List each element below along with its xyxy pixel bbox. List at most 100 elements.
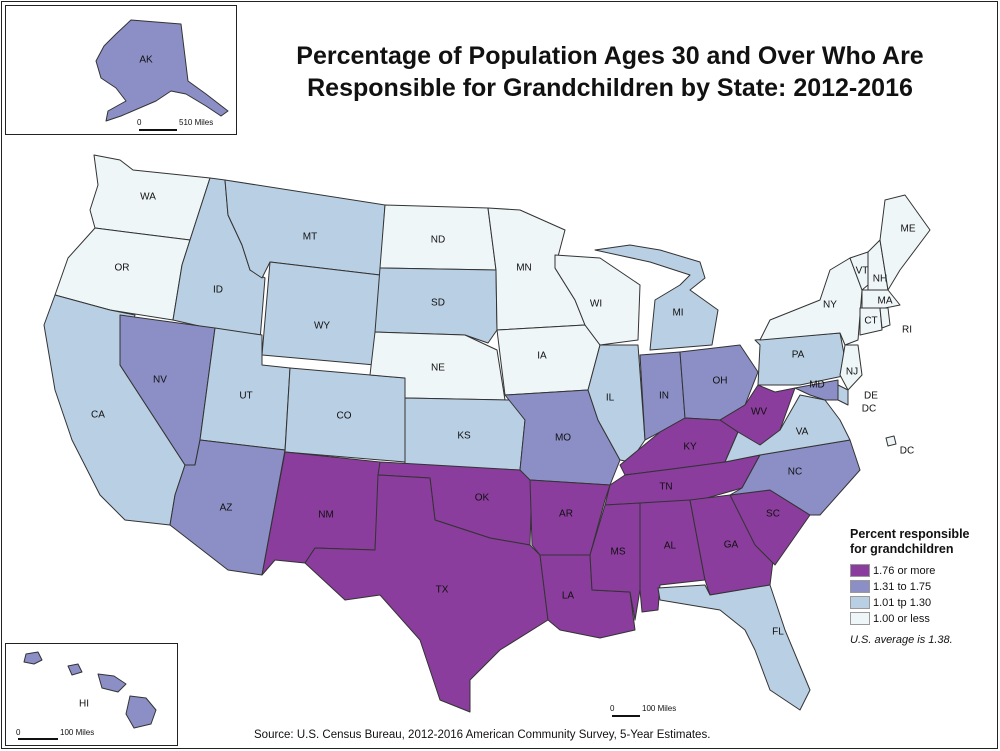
- hawaii-map: HI: [23, 651, 157, 729]
- state-label-PA: PA: [792, 350, 805, 361]
- state-MI: [594, 244, 719, 351]
- state-label-NC: NC: [788, 467, 802, 478]
- state-label-MN: MN: [516, 263, 532, 274]
- state-DC: [885, 435, 897, 447]
- state-label-SD: SD: [431, 298, 445, 309]
- state-NY: [759, 257, 863, 346]
- main-scale-zero: 0: [610, 704, 615, 713]
- state-label-AZ: AZ: [220, 503, 233, 514]
- state-label-AL: AL: [664, 541, 677, 552]
- states-layer: [43, 154, 931, 713]
- state-HI-niihau-kauai: [23, 651, 43, 665]
- state-label-TX: TX: [436, 585, 449, 596]
- state-label-NE: NE: [431, 363, 445, 374]
- hawaii-scale-zero: 0: [16, 728, 21, 737]
- state-label-IL: IL: [606, 393, 615, 404]
- legend-swatch: [850, 580, 870, 593]
- state-label-MS: MS: [611, 547, 626, 558]
- legend-item: 1.00 or less: [850, 611, 995, 626]
- state-FL: [657, 584, 811, 711]
- legend: Percent responsible for grandchildren 1.…: [850, 527, 995, 646]
- state-label-OH: OH: [713, 376, 728, 387]
- state-label-RI: RI: [902, 325, 912, 336]
- state-MT: [224, 179, 386, 279]
- map-title: Percentage of Population Ages 30 and Ove…: [296, 42, 924, 102]
- state-NJ: [839, 344, 863, 391]
- state-label-WY: WY: [314, 321, 330, 332]
- state-label-LA: LA: [562, 591, 575, 602]
- state-label-NJ: NJ: [846, 367, 858, 378]
- legend-label: 1.00 or less: [873, 612, 930, 625]
- legend-swatch: [850, 564, 870, 577]
- alaska-map: AK: [95, 19, 229, 122]
- state-label-HI: HI: [79, 699, 89, 710]
- legend-swatch: [850, 612, 870, 625]
- state-ME: [879, 194, 931, 291]
- alaska-scale-bar: 0 510 Miles: [137, 118, 239, 131]
- state-AK: [95, 19, 229, 122]
- state-MA: [861, 289, 901, 309]
- state-label-VA: VA: [796, 427, 809, 438]
- state-label-AK: AK: [139, 55, 153, 66]
- state-label-DE: DE: [864, 391, 878, 402]
- state-label-NY: NY: [823, 300, 837, 311]
- legend-title: Percent responsible for grandchildren: [850, 527, 970, 556]
- state-label-NV: NV: [153, 375, 167, 386]
- state-HI-molokai-maui: [97, 673, 127, 693]
- alaska-inset: AK 0 510 Miles: [5, 5, 237, 135]
- state-label-ID: ID: [213, 285, 223, 296]
- state-label-WA: WA: [140, 192, 156, 203]
- state-label-KY: KY: [683, 442, 697, 453]
- state-label-CT: CT: [864, 316, 877, 327]
- state-label-VT: VT: [856, 266, 869, 277]
- legend-swatch: [850, 596, 870, 609]
- state-label-MO: MO: [555, 433, 571, 444]
- state-label-CA: CA: [91, 410, 105, 421]
- state-label-OK: OK: [475, 493, 490, 504]
- state-label-WI: WI: [590, 299, 602, 310]
- alaska-scale-zero: 0: [137, 118, 142, 127]
- main-scale-label: 100 Miles: [642, 704, 677, 713]
- state-label-MA: MA: [878, 296, 893, 307]
- legend-label: 1.76 or more: [873, 564, 936, 577]
- state-label-ME: ME: [901, 224, 916, 235]
- hawaii-inset: HI 0 100 Miles: [5, 643, 178, 746]
- state-label-KS: KS: [457, 431, 471, 442]
- state-HI-oahu: [67, 663, 83, 676]
- state-label-UT: UT: [239, 391, 252, 402]
- state-MD: [794, 379, 839, 401]
- state-label-OR: OR: [115, 263, 130, 274]
- alaska-scale-line: [139, 129, 177, 131]
- legend-item: 1.31 to 1.75: [850, 579, 995, 594]
- legend-item: 1.76 or more: [850, 563, 995, 578]
- state-TX: [304, 474, 549, 713]
- hawaii-scale-line: [18, 738, 58, 740]
- state-label-GA: GA: [724, 540, 739, 551]
- state-label-MT: MT: [303, 232, 317, 243]
- labels-layer: WA OR CA ID NV MT WY UT AZ CO NM ND SD NE KS OK TX MN IA MO…: [91, 192, 916, 638]
- legend-label: 1.31 to 1.75: [873, 580, 932, 593]
- state-label-MD: MD: [809, 380, 825, 391]
- state-label-AR: AR: [559, 509, 573, 520]
- hawaii-scale-bar: 0 100 Miles: [16, 728, 118, 742]
- state-RI: [879, 307, 891, 329]
- state-label-ND: ND: [431, 235, 445, 246]
- state-WY: [261, 261, 381, 366]
- alaska-scale-label: 510 Miles: [179, 118, 214, 127]
- state-label-IN: IN: [659, 391, 669, 402]
- hawaii-scale-label: 100 Miles: [60, 728, 95, 737]
- state-label-CO: CO: [337, 411, 352, 422]
- state-WV: [719, 384, 796, 446]
- state-label-SC: SC: [766, 509, 780, 520]
- main-scale-bar: 0 100 Miles: [610, 704, 712, 718]
- state-label-IA: IA: [537, 351, 547, 362]
- state-label-NM: NM: [318, 510, 334, 521]
- legend-item: 1.01 tp 1.30: [850, 595, 995, 610]
- main-scale-line: [612, 715, 640, 717]
- state-label-FL: FL: [772, 627, 784, 638]
- legend-label: 1.01 tp 1.30: [873, 596, 932, 609]
- us-average-note: U.S. average is 1.38.: [850, 634, 953, 646]
- state-label-TN: TN: [659, 482, 672, 493]
- state-IA: [496, 324, 601, 396]
